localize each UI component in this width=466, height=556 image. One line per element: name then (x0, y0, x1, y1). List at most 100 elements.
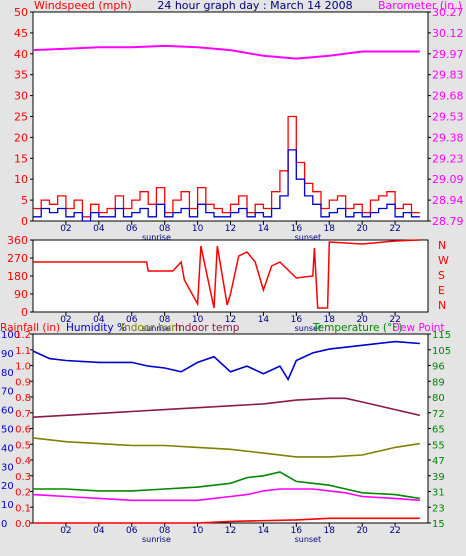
y-tick-label-rain: 0.1 (15, 503, 31, 514)
y-tick-label: 45 (14, 27, 28, 40)
left-axis-label: Indoor temp (175, 322, 240, 334)
x-tick-label: 12 (225, 224, 236, 234)
x-tick-label: 10 (192, 315, 204, 325)
y-tick-label-rain: 0.9 (15, 377, 31, 388)
x-tick-label: 22 (389, 224, 400, 234)
y-tick-label-humidity: 0 (1, 519, 7, 530)
y-tick-label-right: 65 (432, 425, 445, 436)
x-tick-label: 18 (324, 526, 336, 536)
series-line-1 (33, 149, 420, 222)
y-tick-label-humidity: 10 (1, 500, 14, 511)
y-tick-label-right: 30.12 (432, 27, 464, 40)
y-tick-label-right: 28.79 (432, 215, 464, 228)
y-tick-label-rain: 0.7 (15, 409, 31, 420)
x-tick-label: 04 (93, 224, 105, 234)
y-tick-label-right: 31 (432, 488, 445, 499)
y-tick-label-right: 29.68 (432, 90, 464, 103)
compass-letter: W (438, 254, 449, 267)
left-axis-label: Humidity % (66, 322, 127, 334)
x-marker-label: sunrise (142, 233, 171, 242)
x-tick-label: 12 (225, 526, 236, 536)
y-tick-label: 90 (14, 288, 28, 301)
y-tick-label-rain: 0.4 (15, 456, 31, 467)
left-axis-label: Rainfall (in) (0, 322, 60, 334)
y-tick-label: 270 (7, 252, 28, 265)
y-tick-label-right: 15 (432, 519, 445, 530)
y-tick-label-right: 23 (432, 503, 445, 514)
y-tick-label-right: 115 (432, 330, 451, 341)
x-tick-label: 02 (60, 526, 71, 536)
x-tick-label: 16 (291, 315, 303, 325)
x-tick-label: 20 (356, 224, 368, 234)
y-tick-label-humidity: 70 (1, 387, 14, 398)
y-tick-label-rain: 1.0 (15, 362, 31, 373)
y-tick-label: 15 (14, 152, 28, 165)
x-tick-label: 18 (324, 315, 336, 325)
x-tick-label: 12 (225, 315, 236, 325)
x-tick-label: 22 (389, 315, 400, 325)
y-tick-label-right: 29.38 (432, 131, 464, 144)
x-tick-label: 10 (192, 526, 204, 536)
x-tick-label: 18 (324, 224, 336, 234)
y-tick-label: 40 (14, 48, 28, 61)
x-tick-label: 20 (356, 526, 368, 536)
x-tick-label: 10 (192, 224, 204, 234)
x-tick-label: 02 (60, 315, 71, 325)
y-tick-label-rain: 0.6 (15, 425, 31, 436)
compass-letter: E (438, 284, 445, 297)
y-tick-label: 10 (14, 173, 28, 186)
y-tick-label: 20 (14, 131, 28, 144)
y-tick-label-humidity: 40 (1, 443, 14, 454)
x-tick-label: 08 (159, 315, 171, 325)
middle-panel-frame (32, 239, 429, 313)
y-tick-label-humidity: 60 (1, 406, 14, 417)
y-tick-label-rain: 1.1 (15, 346, 31, 357)
y-tick-label: 0 (21, 306, 28, 319)
x-tick-label: 06 (126, 224, 138, 234)
y-tick-label: 35 (14, 69, 28, 82)
x-tick-label: 14 (258, 315, 270, 325)
y-tick-label-humidity: 90 (1, 349, 14, 360)
y-tick-label-right: 29.53 (432, 111, 464, 124)
series-line-0 (33, 115, 420, 218)
x-marker-label: sunset (295, 324, 322, 333)
y-tick-label-right: 72 (432, 409, 445, 420)
y-tick-label-right: 80 (432, 393, 445, 404)
series-line-0 (32, 340, 420, 382)
y-tick-label-humidity: 20 (1, 481, 14, 492)
left-axis-label: Indoor hum (121, 322, 181, 334)
series-line-1 (32, 437, 420, 458)
x-tick-label: 16 (291, 526, 303, 536)
series-line-4 (32, 488, 420, 502)
x-tick-label: 08 (159, 224, 171, 234)
y-tick-label-rain: 0.8 (15, 393, 31, 404)
y-tick-label-right: 29.83 (432, 69, 464, 82)
y-tick-label-humidity: 80 (1, 368, 14, 379)
compass-letter: S (438, 269, 445, 282)
series-line-2 (32, 44, 420, 60)
y-tick-label-humidity: 50 (1, 425, 14, 436)
y-tick-label-rain: 0.5 (15, 440, 31, 451)
y-tick-label-rain: 0.0 (15, 519, 31, 530)
right-axis-label: Barometer (in.) (378, 0, 462, 12)
x-tick-label: 06 (126, 526, 138, 536)
y-tick-label-rain: 1.2 (15, 330, 31, 341)
x-tick-label: 22 (389, 526, 400, 536)
right-axis-label-temp: Temperature (°F) (312, 322, 402, 334)
y-tick-label-right: 55 (432, 440, 445, 451)
series-line-2 (32, 397, 420, 418)
x-tick-label: 06 (126, 315, 138, 325)
y-tick-label-right: 47 (432, 456, 445, 467)
y-tick-label: 30 (14, 90, 28, 103)
x-marker-label: sunrise (142, 535, 171, 544)
x-tick-label: 04 (93, 526, 105, 536)
series-line-0 (33, 239, 420, 309)
y-tick-label-humidity: 30 (1, 462, 14, 473)
x-tick-label: 16 (291, 224, 303, 234)
x-tick-label: 08 (159, 526, 171, 536)
y-tick-label-rain: 0.3 (15, 472, 31, 483)
series-line-5 (33, 517, 420, 524)
y-tick-label: 5 (21, 194, 28, 207)
y-tick-label-right: 29.23 (432, 152, 464, 165)
right-axis-label-dew: Dew Point (392, 322, 445, 334)
